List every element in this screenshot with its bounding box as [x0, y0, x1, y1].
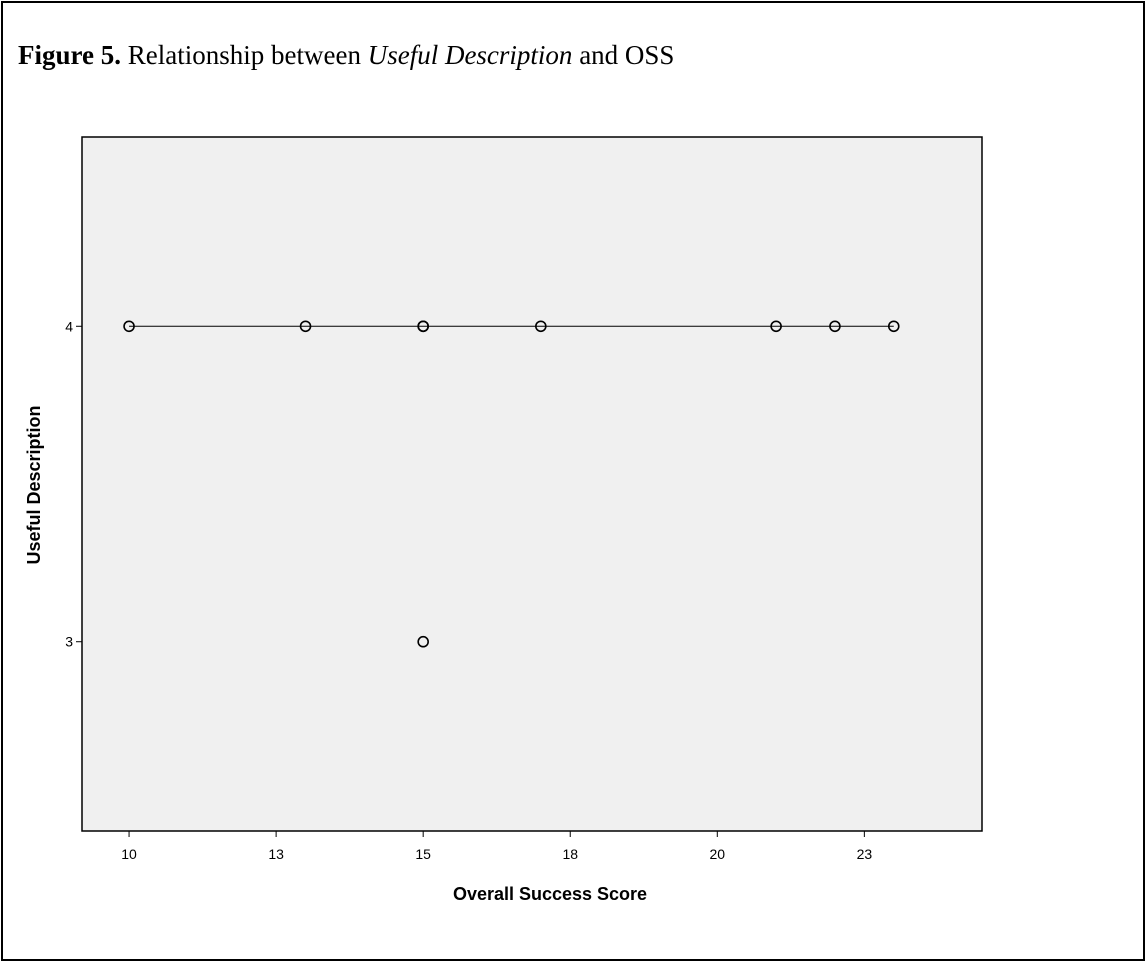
- x-axis-title: Overall Success Score: [453, 884, 647, 904]
- figure-caption: Figure 5. Relationship between Useful De…: [18, 40, 674, 71]
- caption-text-after: and OSS: [572, 40, 675, 70]
- data-point: [417, 320, 429, 333]
- scatter-chart: 10 13 15 18 20 23 3 4 Overall Success Score Us…: [24, 136, 983, 904]
- y-axis-title: Useful Description: [24, 405, 44, 564]
- x-tick-label: 20: [710, 846, 726, 862]
- data-point: [829, 320, 841, 333]
- plot-area: [81, 136, 983, 832]
- x-tick-label: 18: [562, 846, 578, 862]
- caption-italic-term: Useful Description: [367, 40, 573, 70]
- x-tick-label: 13: [268, 846, 284, 862]
- figure-label: Figure 5.: [18, 40, 121, 70]
- y-tick-label: 4: [65, 318, 73, 334]
- data-point: [887, 320, 900, 333]
- x-tick-label: 10: [121, 846, 137, 862]
- data-point: [299, 320, 312, 333]
- caption-text-before: Relationship between: [121, 40, 368, 70]
- x-tick-label: 23: [857, 846, 873, 862]
- y-tick-label: 3: [65, 634, 73, 650]
- data-point: [770, 320, 782, 333]
- x-tick-label: 15: [415, 846, 431, 862]
- data-point: [417, 635, 429, 648]
- data-point: [123, 320, 135, 333]
- data-point: [535, 320, 547, 333]
